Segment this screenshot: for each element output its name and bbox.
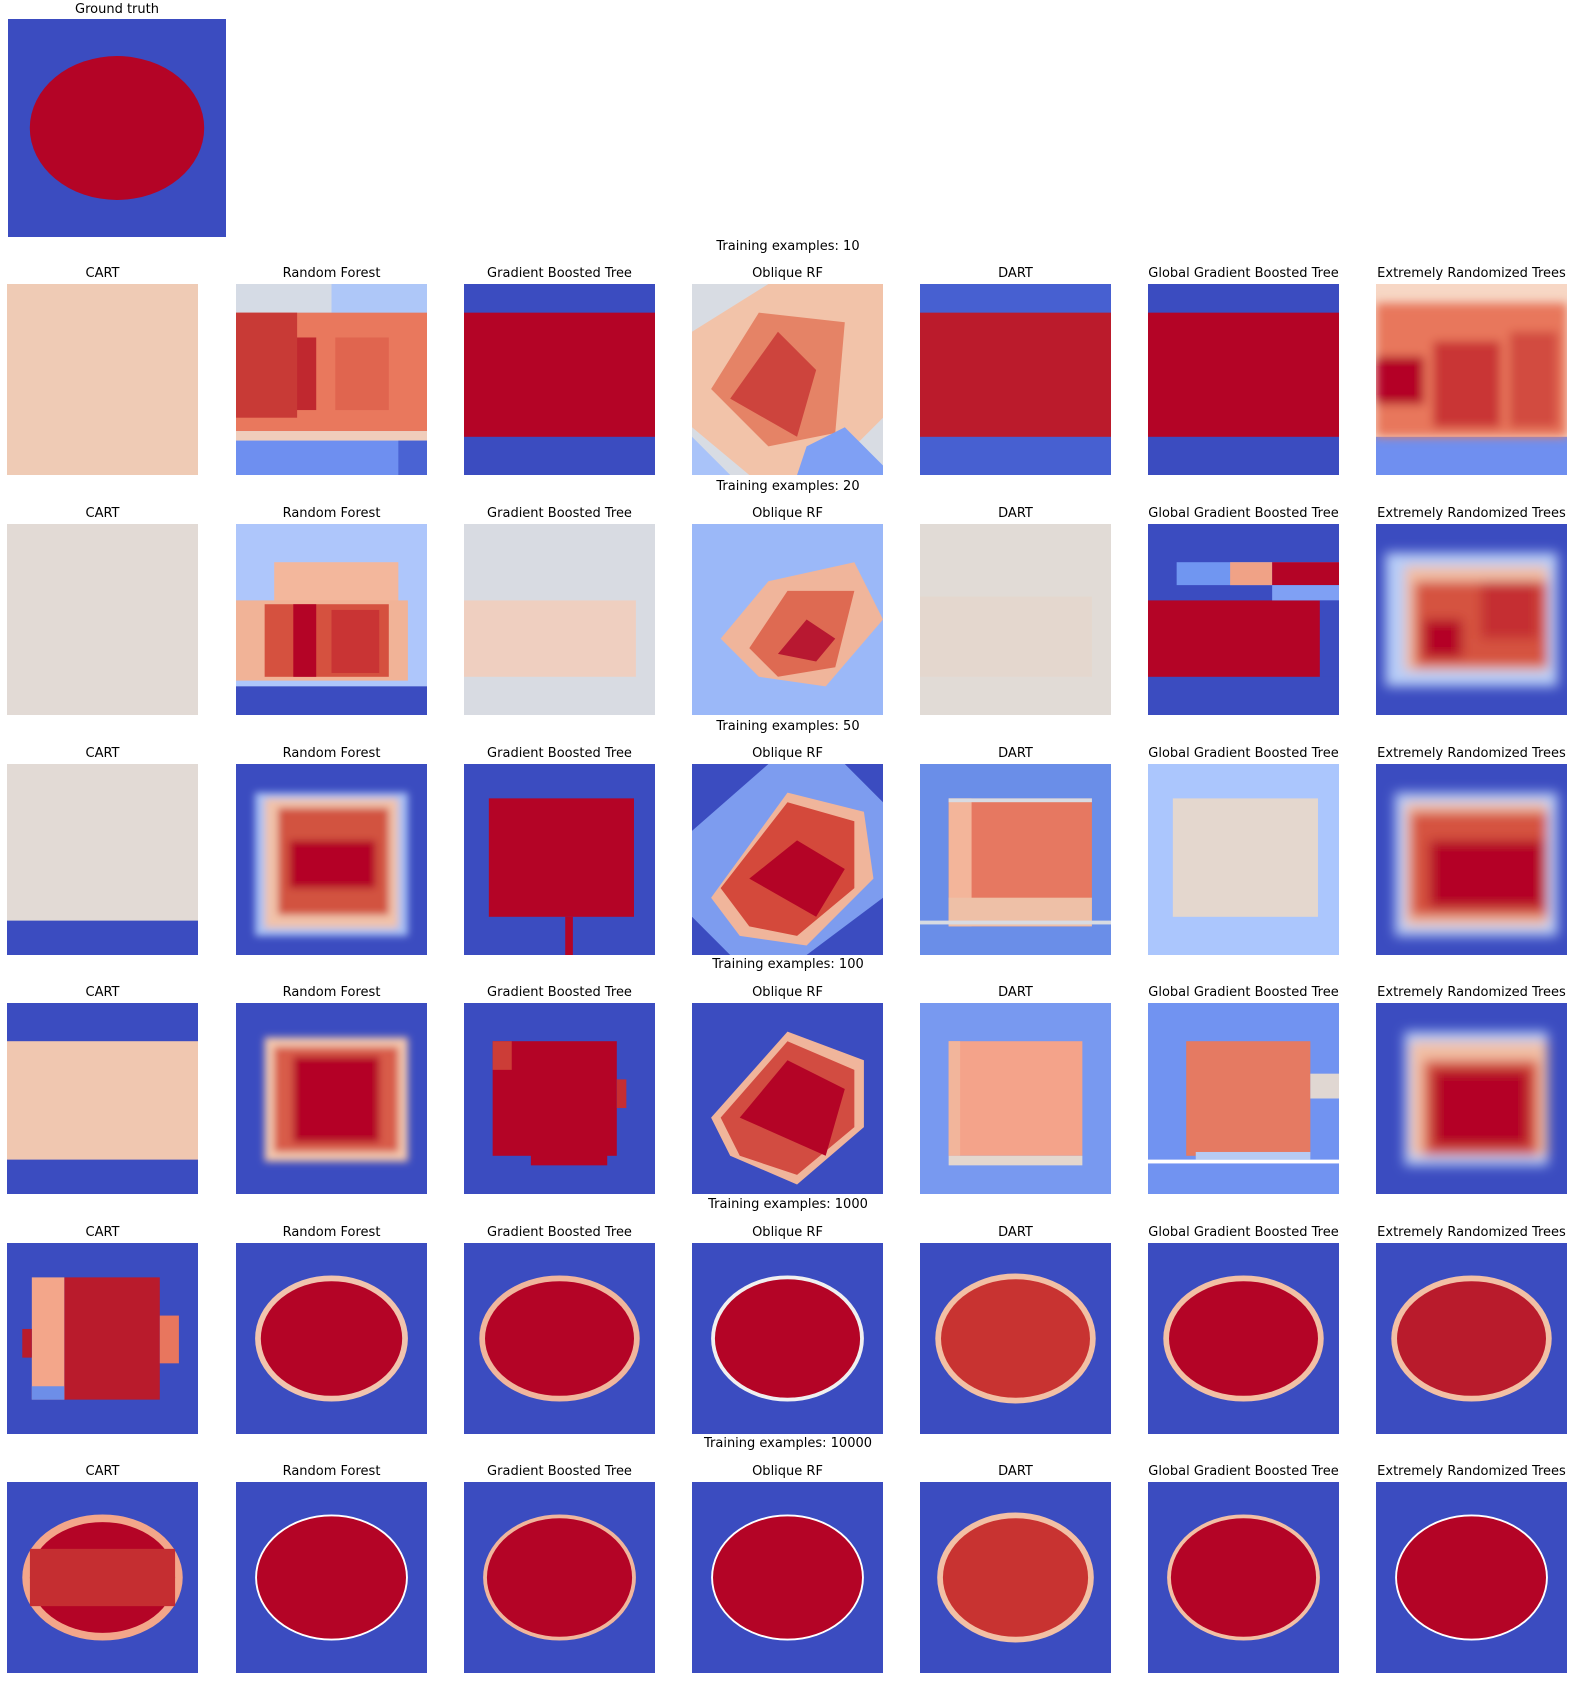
heatmap-panel: [464, 1482, 655, 1673]
panel-title: Gradient Boosted Tree: [487, 985, 632, 1000]
panel-title: Global Gradient Boosted Tree: [1148, 746, 1339, 761]
panel-title: Random Forest: [282, 266, 381, 281]
panel-title: Extremely Randomized Trees: [1377, 506, 1566, 521]
heatmap-panel: [692, 764, 883, 955]
heatmap-panel: [236, 1003, 427, 1194]
panel-title: CART: [85, 746, 120, 761]
heatmap-panel: [1376, 1482, 1567, 1673]
panel-title: DART: [998, 506, 1033, 521]
panel-title: Gradient Boosted Tree: [487, 1464, 632, 1479]
heatmap-panel: [920, 1003, 1111, 1194]
heatmap-panel: [920, 1482, 1111, 1673]
heatmap-panel: [1148, 1243, 1339, 1434]
panel-title: CART: [85, 506, 120, 521]
row-title: Training examples: 100: [712, 957, 864, 972]
panel-title: Gradient Boosted Tree: [487, 1225, 632, 1240]
panel-title: Oblique RF: [752, 1464, 823, 1479]
panel-title: Oblique RF: [752, 746, 823, 761]
panel-title: Gradient Boosted Tree: [487, 506, 632, 521]
panel-title: Oblique RF: [752, 266, 823, 281]
heatmap-panel: [920, 524, 1111, 715]
heatmap-panel: [692, 524, 883, 715]
panel-title: DART: [998, 746, 1033, 761]
heatmap-panel: [7, 1003, 198, 1194]
panel-title: Extremely Randomized Trees: [1377, 746, 1566, 761]
ground-truth-panel: [8, 19, 226, 237]
heatmap-panel: [464, 1003, 655, 1194]
panel-title: CART: [85, 1225, 120, 1240]
panel-title: Oblique RF: [752, 1225, 823, 1240]
heatmap-panel: [1148, 1482, 1339, 1673]
panel-title: Random Forest: [282, 1464, 381, 1479]
panel-title: CART: [85, 1464, 120, 1479]
panel-title: Extremely Randomized Trees: [1377, 1225, 1566, 1240]
row-title: Training examples: 50: [716, 719, 860, 734]
heatmap-panel: [7, 524, 198, 715]
panel-title: Gradient Boosted Tree: [487, 266, 632, 281]
panel-title: Oblique RF: [752, 985, 823, 1000]
heatmap-panel: [236, 524, 427, 715]
heatmap-panel: [464, 764, 655, 955]
panel-title: Random Forest: [282, 746, 381, 761]
heatmap-panel: [1148, 764, 1339, 955]
heatmap-panel: [1148, 284, 1339, 475]
heatmap-panel: [1148, 524, 1339, 715]
heatmap-panel: [692, 284, 883, 475]
heatmap-panel: [692, 1003, 883, 1194]
heatmap-panel: [1376, 1243, 1567, 1434]
heatmap-panel: [236, 1243, 427, 1434]
heatmap-panel: [1376, 1003, 1567, 1194]
row-title: Training examples: 1000: [708, 1197, 868, 1212]
ground-truth-title: Ground truth: [75, 2, 159, 17]
panel-title: CART: [85, 266, 120, 281]
row-title: Training examples: 10000: [703, 1436, 873, 1451]
heatmap-panel: [7, 1243, 198, 1434]
panel-title: Gradient Boosted Tree: [487, 746, 632, 761]
heatmap-panel: [236, 1482, 427, 1673]
heatmap-panel: [7, 284, 198, 475]
heatmap-panel: [236, 764, 427, 955]
panel-title: Global Gradient Boosted Tree: [1148, 266, 1339, 281]
heatmap-panel: [464, 284, 655, 475]
panel-title: Global Gradient Boosted Tree: [1148, 985, 1339, 1000]
heatmap-panel: [464, 524, 655, 715]
heatmap-panel: [7, 764, 198, 955]
row-title: Training examples: 20: [716, 479, 860, 494]
panel-title: DART: [998, 985, 1033, 1000]
heatmap-panel: [692, 1243, 883, 1434]
panel-title: DART: [998, 1225, 1033, 1240]
heatmap-panel: [1376, 284, 1567, 475]
heatmap-panel: [1148, 1003, 1339, 1194]
panel-title: Random Forest: [282, 1225, 381, 1240]
heatmap-panel: [920, 1243, 1111, 1434]
panel-title: DART: [998, 1464, 1033, 1479]
heatmap-panel: [920, 284, 1111, 475]
panel-title: Global Gradient Boosted Tree: [1148, 1225, 1339, 1240]
heatmap-panel: [7, 1482, 198, 1673]
panel-title: CART: [85, 985, 120, 1000]
heatmap-panel: [464, 1243, 655, 1434]
panel-title: Random Forest: [282, 985, 381, 1000]
panel-title: Global Gradient Boosted Tree: [1148, 1464, 1339, 1479]
heatmap-panel: [1376, 764, 1567, 955]
heatmap-panel: [692, 1482, 883, 1673]
heatmap-panel: [920, 764, 1111, 955]
heatmap-panel: [236, 284, 427, 475]
panel-title: Extremely Randomized Trees: [1377, 266, 1566, 281]
row-title: Training examples: 10: [716, 239, 860, 254]
heatmap-panel: [1376, 524, 1567, 715]
panel-title: Extremely Randomized Trees: [1377, 985, 1566, 1000]
panel-title: Random Forest: [282, 506, 381, 521]
panel-title: Global Gradient Boosted Tree: [1148, 506, 1339, 521]
panel-title: Oblique RF: [752, 506, 823, 521]
panel-title: DART: [998, 266, 1033, 281]
panel-title: Extremely Randomized Trees: [1377, 1464, 1566, 1479]
